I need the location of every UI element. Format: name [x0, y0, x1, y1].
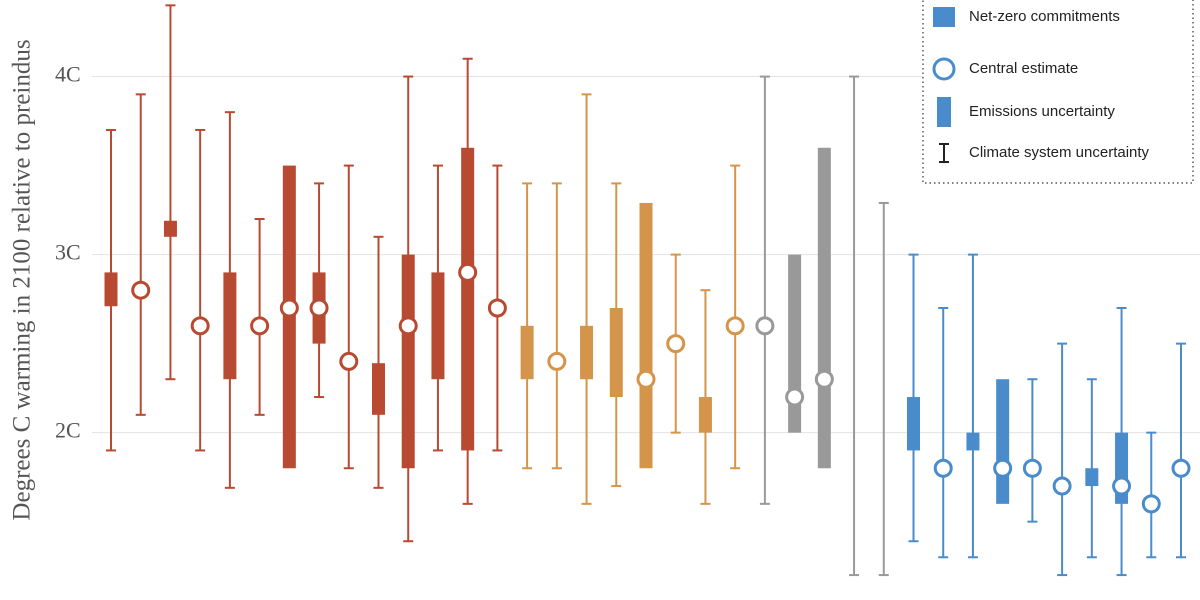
legend-swatch: [933, 7, 955, 27]
legend-swatch: [932, 57, 956, 81]
central-estimate: [1112, 476, 1132, 496]
central-estimate: [785, 387, 805, 407]
central-estimate: [933, 458, 953, 478]
legend-swatch: [937, 97, 951, 127]
central-estimate: [1022, 458, 1042, 478]
y-tick-label: 3C: [55, 240, 81, 265]
central-estimate: [279, 298, 299, 318]
central-estimate: [547, 351, 567, 371]
box: [817, 147, 831, 469]
box: [996, 379, 1010, 504]
central-estimate: [993, 458, 1013, 478]
legend-label: Emissions uncertainty: [969, 103, 1115, 120]
legend-box: [922, 0, 1194, 184]
legend: Net-zero commitments Central estimate Emis…: [922, 0, 1194, 184]
box: [163, 220, 177, 237]
central-estimate: [725, 316, 745, 336]
box: [966, 432, 980, 451]
box: [907, 397, 920, 451]
box: [639, 202, 653, 469]
central-estimate: [398, 316, 418, 336]
box: [372, 363, 385, 415]
y-tick-label: 2C: [55, 418, 81, 443]
box: [223, 272, 237, 380]
legend-label: Net-zero commitments: [969, 8, 1120, 25]
box: [104, 272, 118, 307]
y-axis-label: Degrees C warming in 2100 relative to pr…: [9, 39, 36, 520]
box: [431, 272, 445, 380]
box: [401, 254, 415, 469]
legend-label: Central estimate: [969, 60, 1078, 77]
box: [580, 325, 594, 380]
central-estimate: [814, 369, 834, 389]
box: [1085, 468, 1099, 487]
central-estimate: [458, 262, 478, 282]
central-estimate: [487, 298, 507, 318]
y-tick-label: 4C: [55, 62, 81, 87]
central-estimate: [339, 351, 359, 371]
box: [520, 325, 534, 380]
central-estimate: [250, 316, 270, 336]
central-estimate: [190, 316, 210, 336]
box: [461, 147, 475, 451]
central-estimate: [1171, 458, 1191, 478]
central-estimate: [131, 280, 151, 300]
box: [698, 397, 712, 433]
legend-swatch: [939, 143, 949, 163]
box: [609, 308, 623, 398]
central-estimate: [1141, 494, 1161, 514]
central-estimate: [1052, 476, 1072, 496]
marks: [104, 4, 1191, 577]
central-estimate: [636, 369, 656, 389]
legend-label: Climate system uncertainty: [969, 144, 1150, 161]
central-estimate: [309, 298, 329, 318]
central-estimate: [666, 334, 686, 354]
central-estimate: [755, 316, 775, 336]
